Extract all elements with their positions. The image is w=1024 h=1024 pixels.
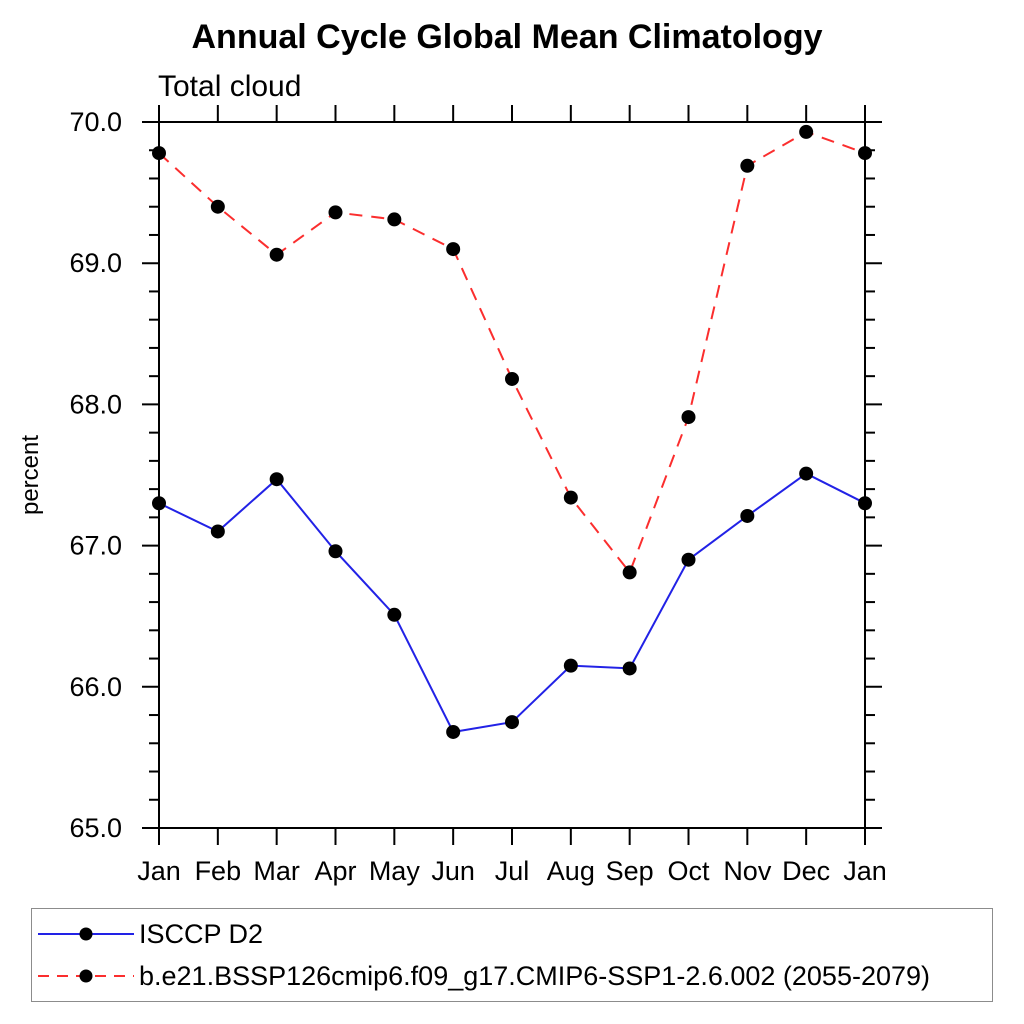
- x-tick-label: Jun: [431, 856, 475, 886]
- y-tick-label: 70.0: [69, 107, 122, 137]
- data-point: [152, 146, 166, 161]
- x-tick-label: Apr: [314, 856, 356, 886]
- data-point: [740, 508, 755, 523]
- x-tick-label: Dec: [782, 856, 830, 886]
- y-tick-label: 69.0: [69, 248, 122, 278]
- data-point: [269, 247, 284, 262]
- data-point: [328, 544, 343, 559]
- y-tick-label: 68.0: [69, 389, 122, 419]
- x-axis-ticks: Jan Feb Mar Apr May Jun Jul Aug Sep Oct Nov Dec Jan: [137, 105, 887, 886]
- x-tick-label: Aug: [547, 856, 595, 886]
- data-point: [622, 565, 637, 580]
- data-point: [740, 158, 755, 173]
- y-tick-label: 65.0: [69, 813, 122, 843]
- y-tick-label: 66.0: [69, 672, 122, 702]
- legend-line-sample-dashed: [38, 969, 134, 983]
- data-point: [799, 124, 814, 139]
- x-tick-label: Oct: [667, 856, 710, 886]
- x-tick-label: Jan: [843, 856, 887, 886]
- data-point: [387, 212, 402, 227]
- data-point: [858, 146, 872, 161]
- legend-line-sample-solid: [38, 927, 134, 941]
- legend-label-model-run: b.e21.BSSP126cmip6.f09_g17.CMIP6-SSP1-2.…: [139, 960, 931, 991]
- legend-item-isccp-d2: ISCCP D2: [32, 914, 992, 954]
- data-point: [210, 524, 225, 539]
- y-tick-label: 67.0: [69, 531, 122, 561]
- y-axis-title: percent: [17, 435, 44, 515]
- x-tick-label: Feb: [195, 856, 242, 886]
- x-tick-label: Sep: [606, 856, 654, 886]
- data-point: [622, 661, 637, 676]
- legend-marker-dot: [79, 927, 93, 941]
- data-point: [210, 199, 225, 214]
- data-point: [269, 472, 284, 487]
- x-tick-label: Jul: [495, 856, 530, 886]
- x-tick-label: Mar: [253, 856, 300, 886]
- legend-label-isccp-d2: ISCCP D2: [139, 918, 264, 949]
- data-point: [152, 496, 166, 511]
- legend-item-model-run: b.e21.BSSP126cmip6.f09_g17.CMIP6-SSP1-2.…: [32, 956, 992, 996]
- data-point: [681, 552, 696, 567]
- data-point: [505, 371, 519, 386]
- data-point: [563, 490, 578, 505]
- chart-title: Annual Cycle Global Mean Climatology: [191, 18, 823, 56]
- data-point: [328, 205, 343, 220]
- data-point: [505, 715, 519, 730]
- x-tick-label: Nov: [723, 856, 772, 886]
- data-point: [563, 658, 578, 673]
- x-tick-label: Jan: [137, 856, 181, 886]
- legend-marker-dot: [79, 969, 93, 983]
- data-point: [681, 410, 696, 425]
- x-tick-label: May: [369, 856, 421, 886]
- data-point: [799, 466, 814, 481]
- series-1: [152, 124, 872, 580]
- data-point: [858, 496, 872, 511]
- series-0: [152, 466, 872, 739]
- series-line-0: [158, 472, 866, 734]
- data-point: [387, 607, 402, 622]
- data-point: [446, 724, 461, 739]
- chart-subtitle: Total cloud: [158, 70, 302, 103]
- y-axis-ticks: 65.0 66.0 67.0 68.0 69.0 70.0: [69, 107, 882, 843]
- data-point: [446, 242, 461, 257]
- legend: ISCCP D2 b.e21.BSSP126cmip6.f09_g17.CMIP…: [31, 908, 993, 1002]
